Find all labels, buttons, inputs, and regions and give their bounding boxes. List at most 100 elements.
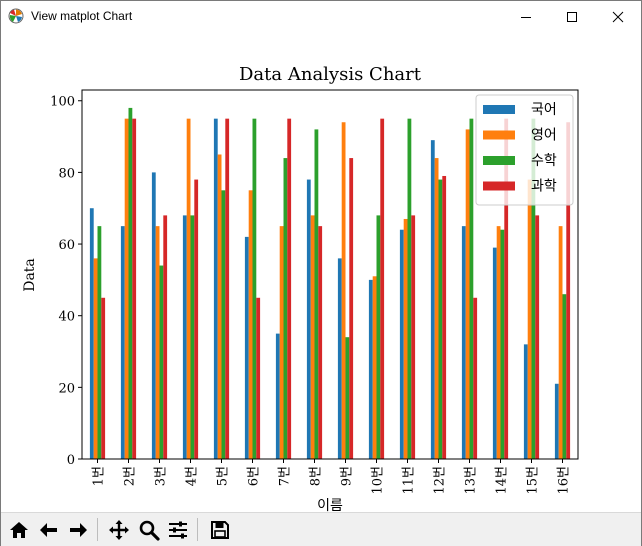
bar-3-15 bbox=[531, 118, 536, 460]
title-bar[interactable]: View matplot Chart bbox=[1, 1, 641, 32]
y-tick-label: 80 bbox=[58, 166, 75, 181]
bar-1-4 bbox=[182, 215, 187, 459]
bar-4-8 bbox=[318, 226, 323, 459]
legend-label: 영어 bbox=[531, 128, 557, 144]
bar-1-1 bbox=[89, 208, 94, 459]
bar-4-5 bbox=[225, 118, 230, 460]
save-button[interactable] bbox=[207, 517, 232, 542]
y-axis-label: Data bbox=[22, 258, 38, 292]
close-icon bbox=[612, 11, 624, 22]
bar-3-11 bbox=[407, 118, 412, 460]
bar-2-14 bbox=[496, 226, 501, 459]
x-tick-label: 8번 bbox=[309, 466, 324, 486]
pan-button[interactable] bbox=[106, 517, 131, 542]
bar-3-14 bbox=[500, 229, 505, 459]
bar-1-9 bbox=[337, 258, 342, 459]
bar-2-4 bbox=[186, 118, 191, 460]
app-logo-icon bbox=[8, 8, 24, 24]
bar-1-3 bbox=[151, 172, 156, 459]
bar-2-6 bbox=[248, 190, 253, 460]
bar-4-4 bbox=[194, 179, 199, 459]
y-tick-label: 0 bbox=[67, 453, 75, 468]
legend-label: 국어 bbox=[531, 102, 557, 118]
sliders-icon bbox=[168, 521, 187, 538]
back-button[interactable] bbox=[36, 517, 61, 542]
chart-canvas[interactable]: Data Analysis Chart 0 20 40 60 80 100 1번 2번 3번 4… bbox=[1, 32, 641, 514]
bar-3-3 bbox=[159, 265, 164, 459]
maximize-button[interactable] bbox=[549, 1, 595, 32]
arrow-left-icon bbox=[39, 522, 57, 537]
bar-1-12 bbox=[430, 140, 435, 459]
bar-3-7 bbox=[283, 158, 288, 459]
x-tick-label: 10번 bbox=[371, 466, 386, 495]
close-button[interactable] bbox=[595, 1, 641, 32]
y-tick-label: 20 bbox=[58, 381, 75, 396]
bar-3-8 bbox=[314, 129, 319, 459]
x-tick-label: 7번 bbox=[278, 466, 293, 486]
x-tick-label: 9번 bbox=[340, 466, 355, 486]
toolbar-separator bbox=[97, 518, 98, 541]
bars-group bbox=[89, 107, 571, 460]
bar-4-13 bbox=[473, 297, 478, 459]
bar-3-1 bbox=[97, 226, 102, 459]
home-icon bbox=[9, 521, 28, 538]
zoom-button[interactable] bbox=[136, 517, 161, 542]
bar-4-12 bbox=[442, 175, 447, 459]
bar-3-6 bbox=[252, 118, 257, 460]
y-axis: 0 20 40 60 80 100 bbox=[50, 95, 82, 468]
bar-2-9 bbox=[341, 122, 346, 459]
x-tick-label: 14번 bbox=[495, 466, 510, 495]
bar-4-2 bbox=[132, 118, 137, 460]
arrow-right-icon bbox=[69, 522, 87, 537]
legend-swatch bbox=[483, 105, 515, 114]
bar-2-1 bbox=[93, 258, 98, 459]
bar-1-13 bbox=[461, 226, 466, 459]
bar-1-15 bbox=[523, 344, 528, 459]
bar-2-13 bbox=[465, 129, 470, 459]
minimize-button[interactable] bbox=[503, 1, 549, 32]
bar-2-16 bbox=[558, 226, 563, 459]
x-tick-label: 16번 bbox=[557, 466, 572, 495]
bar-4-7 bbox=[287, 118, 292, 460]
floppy-disk-icon bbox=[210, 520, 229, 539]
x-axis-label: 이름 bbox=[317, 498, 343, 512]
minimize-icon bbox=[521, 16, 531, 18]
bar-1-2 bbox=[120, 226, 125, 459]
move-icon bbox=[108, 519, 129, 540]
x-axis: 1번 2번 3번 4번 5번 6번 7번 8번 9번 10번 11번 12번 13번 14번 15번 16번 bbox=[92, 459, 572, 495]
bar-3-5 bbox=[221, 190, 226, 460]
bar-1-10 bbox=[368, 279, 373, 459]
y-tick-label: 100 bbox=[50, 95, 75, 110]
x-tick-label: 6번 bbox=[247, 466, 262, 486]
bar-3-13 bbox=[469, 118, 474, 460]
x-tick-label: 15번 bbox=[526, 466, 541, 495]
bar-1-7 bbox=[275, 333, 280, 459]
toolbar-separator bbox=[197, 518, 198, 541]
bar-3-9 bbox=[345, 337, 350, 459]
bar-2-10 bbox=[372, 276, 377, 459]
x-tick-label: 5번 bbox=[216, 466, 231, 486]
bar-2-11 bbox=[403, 218, 408, 459]
bar-4-9 bbox=[349, 158, 354, 459]
bar-3-12 bbox=[438, 179, 443, 459]
magnifier-icon bbox=[139, 520, 160, 541]
configure-subplots-button[interactable] bbox=[165, 517, 190, 542]
bar-4-15 bbox=[535, 215, 540, 459]
bar-2-7 bbox=[279, 226, 284, 459]
bar-4-11 bbox=[411, 215, 416, 459]
y-tick-label: 40 bbox=[58, 310, 75, 325]
bar-3-4 bbox=[190, 215, 195, 459]
legend-swatch bbox=[483, 156, 515, 165]
bar-3-10 bbox=[376, 215, 381, 459]
forward-button[interactable] bbox=[65, 517, 90, 542]
bar-1-14 bbox=[492, 247, 497, 459]
x-tick-label: 3번 bbox=[154, 466, 169, 486]
x-tick-label: 13번 bbox=[464, 466, 479, 495]
y-tick-label: 60 bbox=[58, 238, 75, 253]
x-tick-label: 1번 bbox=[92, 466, 107, 486]
window-title: View matplot Chart bbox=[31, 9, 133, 23]
home-button[interactable] bbox=[6, 517, 31, 542]
maximize-icon bbox=[567, 11, 577, 22]
